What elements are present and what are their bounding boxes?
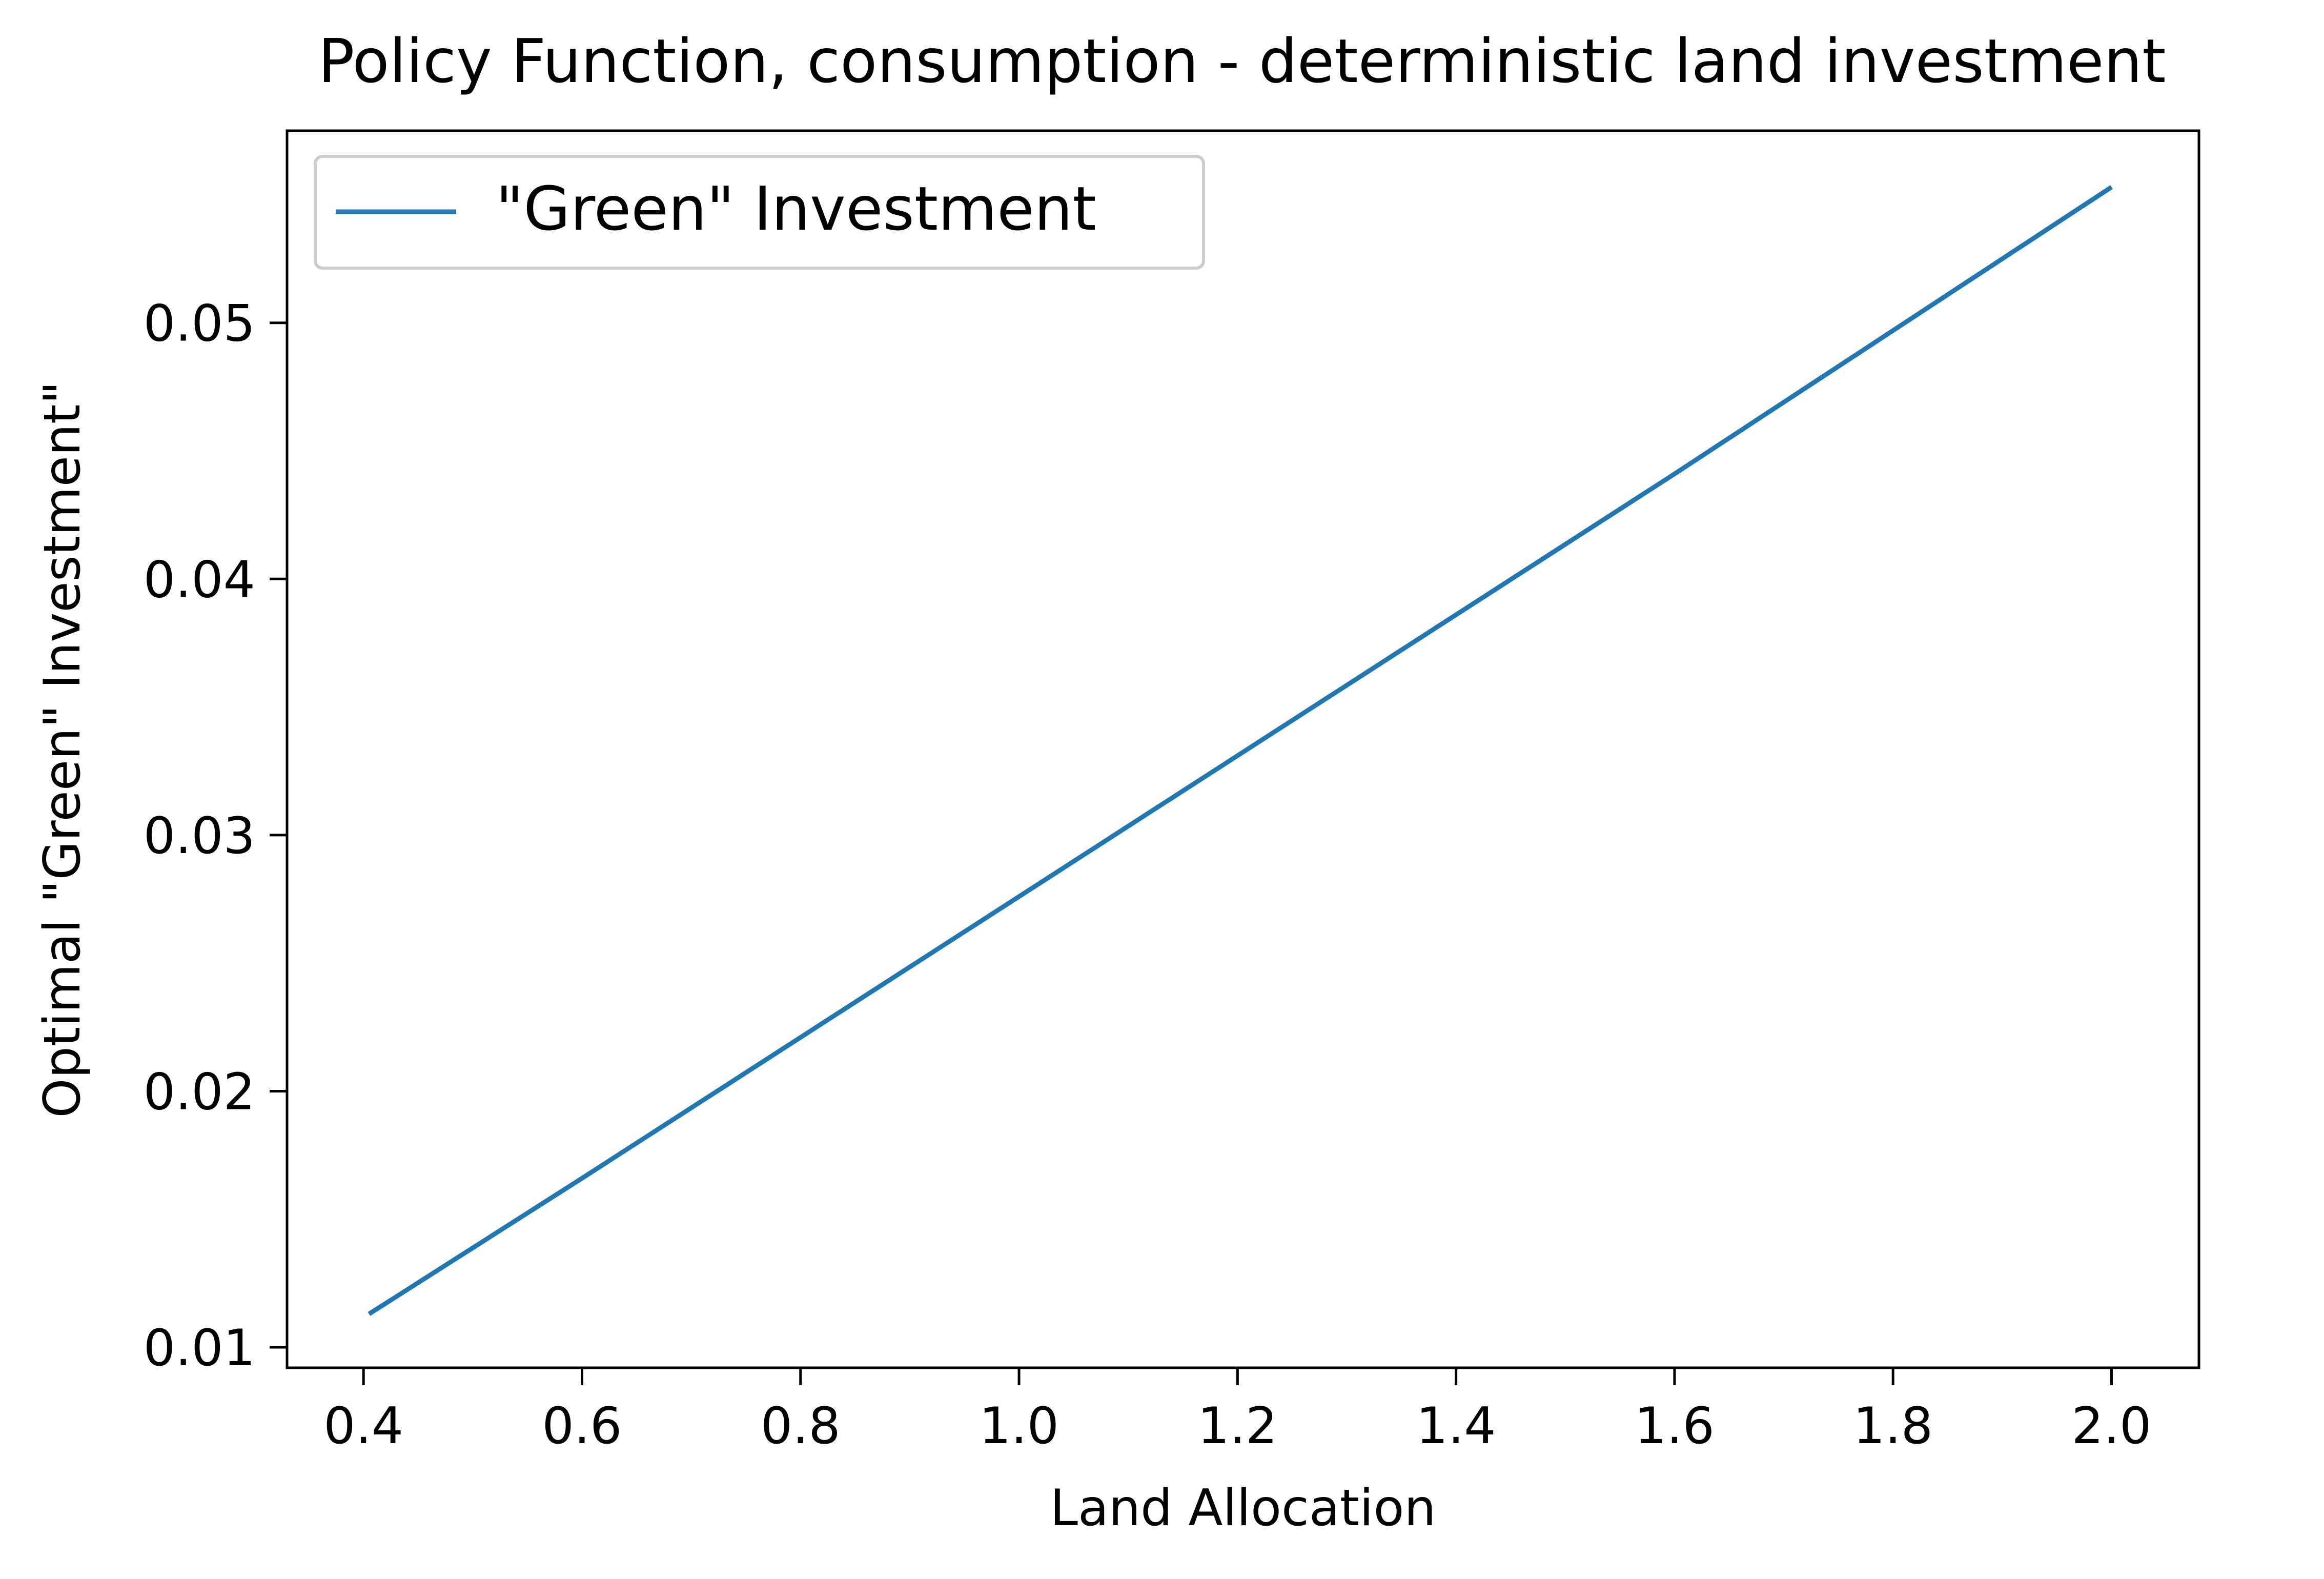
y-tick-label: 0.02 <box>144 1063 255 1121</box>
x-tick-label: 0.6 <box>542 1397 622 1455</box>
y-tick-label: 0.05 <box>144 295 255 353</box>
x-tick-label: 1.2 <box>1197 1397 1277 1455</box>
y-tick-label: 0.03 <box>144 807 255 865</box>
legend: "Green" Investment <box>314 155 1205 270</box>
y-tick-label: 0.01 <box>144 1319 255 1378</box>
x-tick-label: 2.0 <box>2072 1397 2152 1455</box>
chart-title: Policy Function, consumption - determini… <box>318 26 2166 96</box>
x-tick-label: 1.0 <box>979 1397 1059 1455</box>
x-tick-label: 1.4 <box>1416 1397 1496 1455</box>
series-layer <box>368 185 2113 1316</box>
x-tick-label: 1.6 <box>1635 1397 1715 1455</box>
y-tick-label: 0.04 <box>144 551 255 609</box>
legend-label: "Green" Investment <box>496 173 1096 244</box>
x-tick-label: 0.8 <box>761 1397 841 1455</box>
x-tick-label: 1.8 <box>1853 1397 1933 1455</box>
x-axis-label: Land Allocation <box>1050 1479 1436 1537</box>
x-tick-label: 0.4 <box>323 1397 403 1455</box>
series-line <box>368 185 2113 1316</box>
legend-box <box>314 155 1205 270</box>
y-axis-label: Optimal "Green" Investment" <box>33 381 92 1118</box>
tick-layer: 0.4 0.6 0.8 1.0 1.2 1.4 1.6 1.8 2.0 0.01 0.02 0.03 0… <box>144 295 2152 1455</box>
plot-frame <box>286 129 2200 1369</box>
